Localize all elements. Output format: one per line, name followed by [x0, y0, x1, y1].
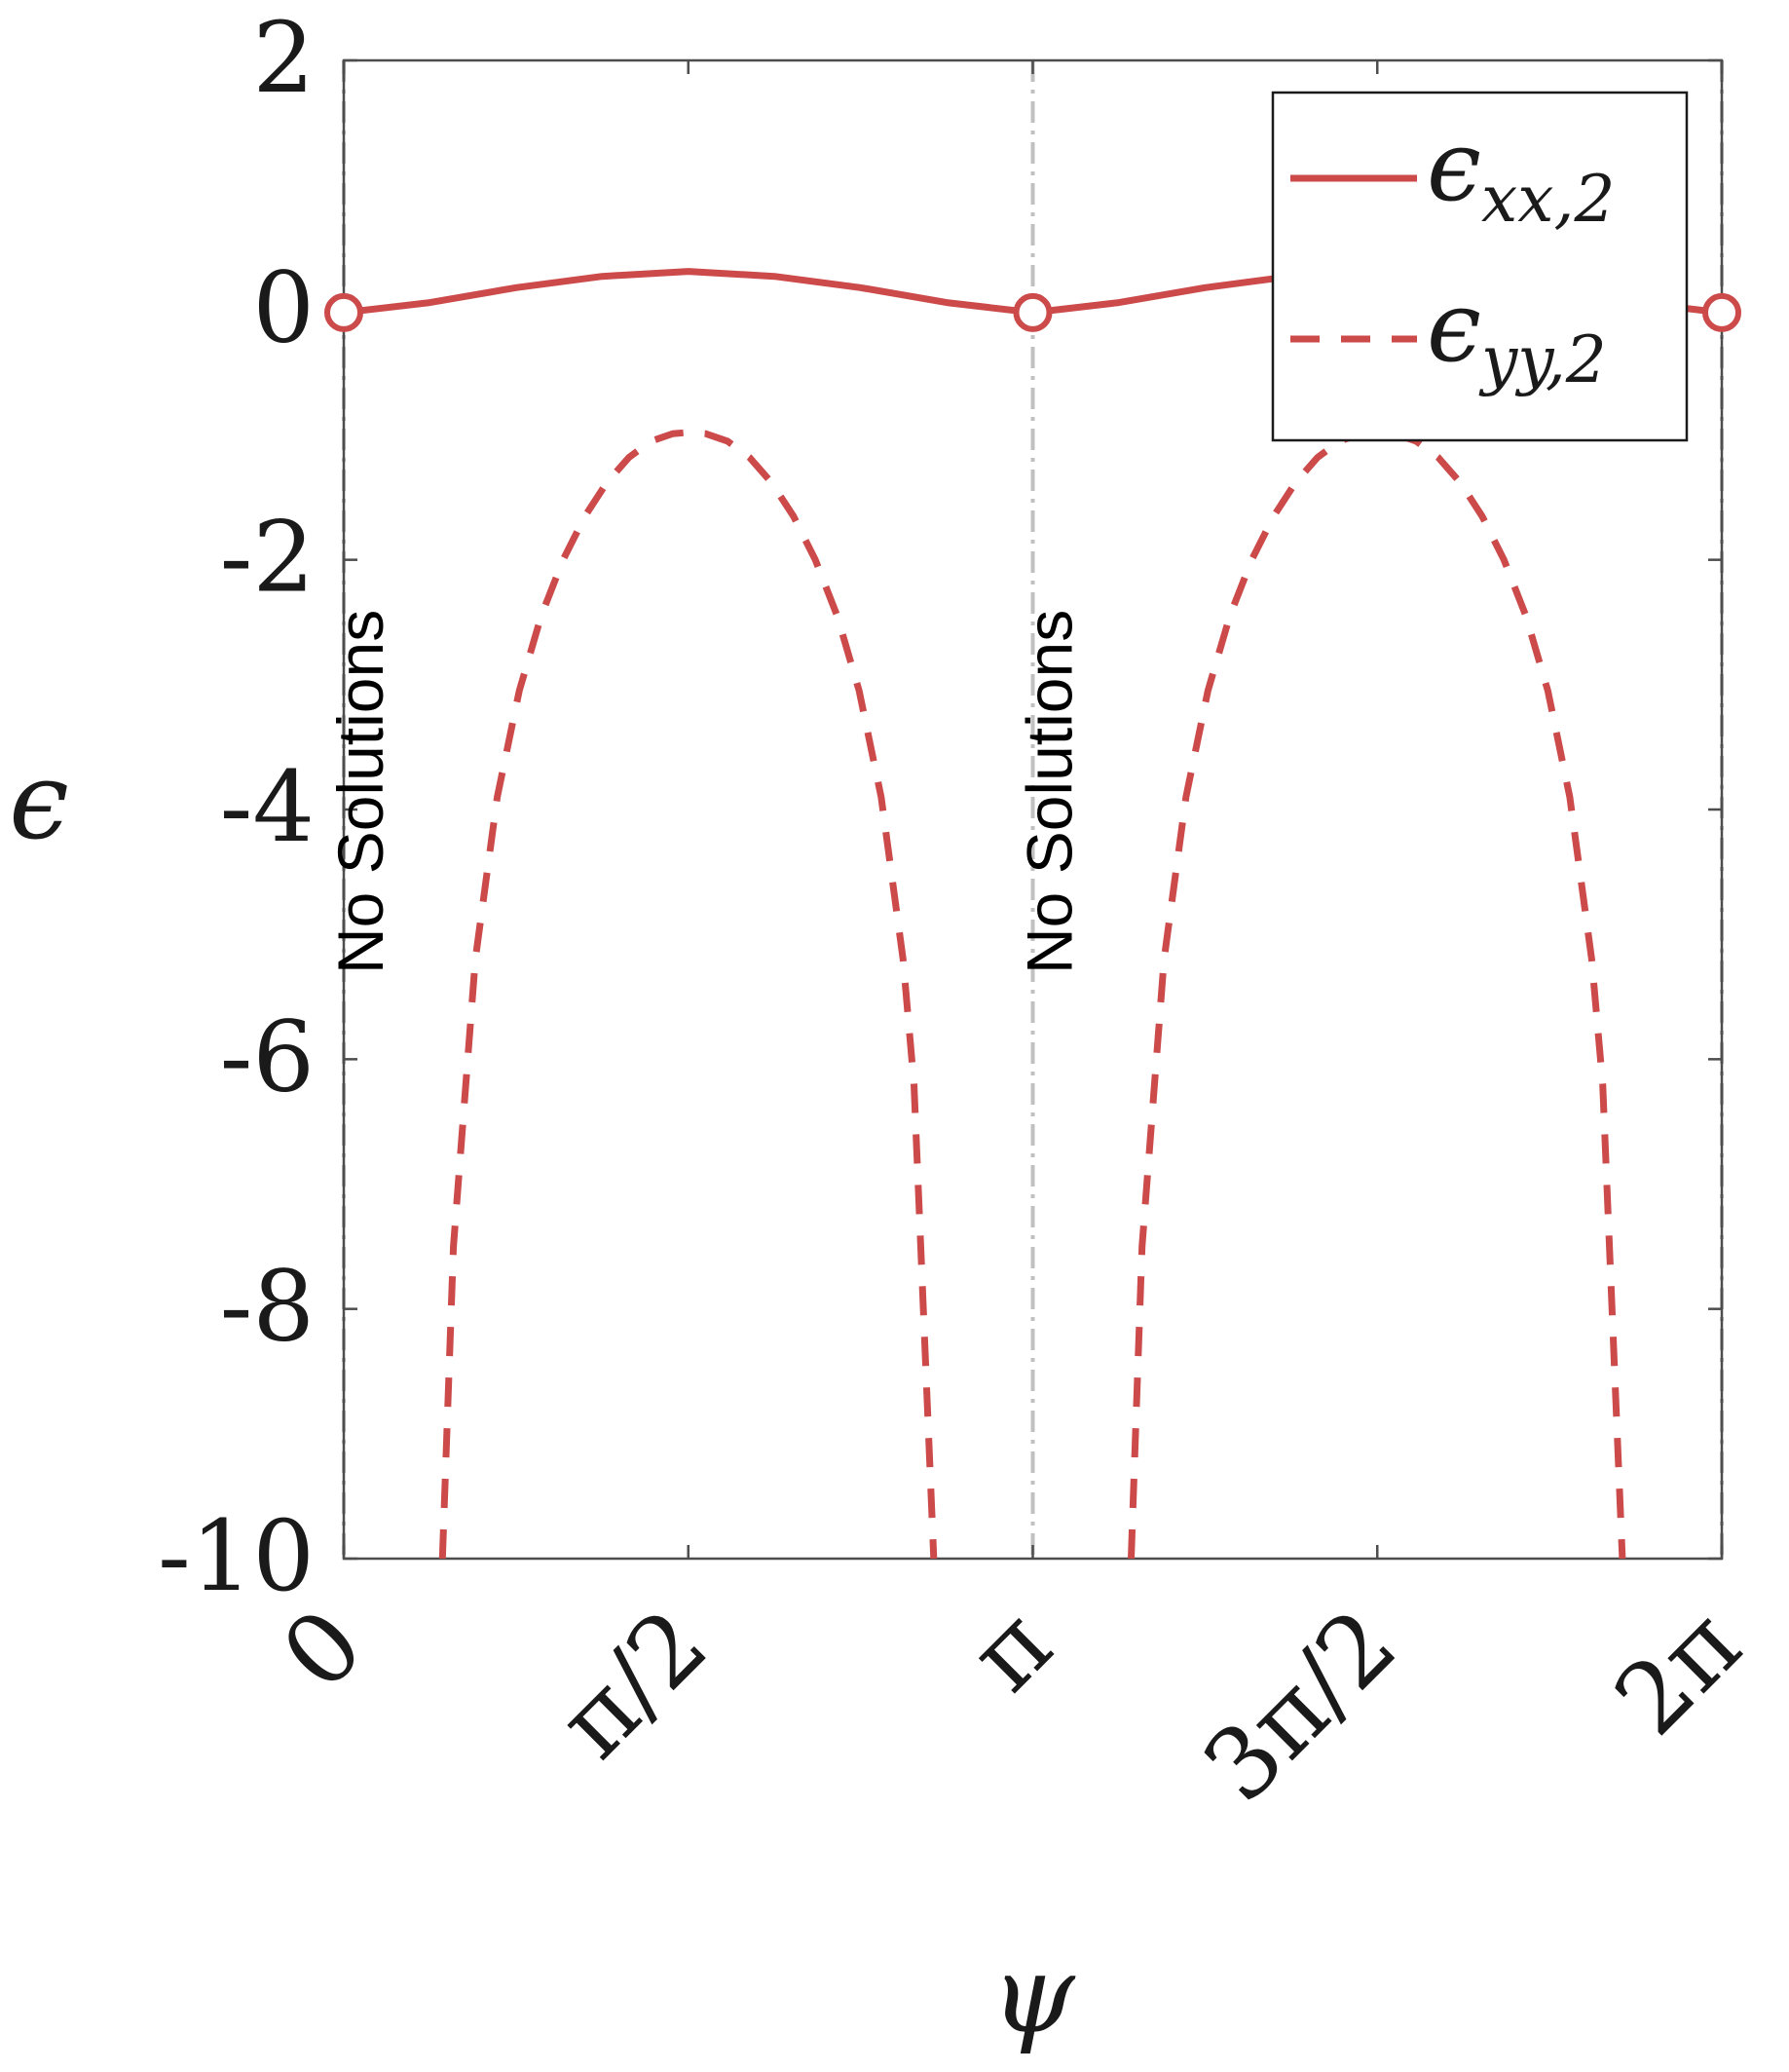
series-line-eyy — [1128, 429, 1626, 1560]
legend-label: ϵxx,2 — [1427, 109, 1615, 237]
marker-group — [324, 292, 1741, 332]
y-tick-label: -8 — [220, 1250, 315, 1364]
tick-labels: 20-2-4-6-8-100 π/2 π 3π/2 2π — [158, 1, 1763, 1824]
annotation-no-solutions: No Solutions — [324, 610, 396, 974]
legend-label-main: ϵ — [1427, 109, 1481, 223]
series-line-eyy — [438, 429, 938, 1560]
y-axis-label: ϵ — [9, 738, 69, 863]
legend-label-sub: xx,2 — [1481, 162, 1615, 237]
y-tick-label: -2 — [220, 501, 315, 615]
annotations: No Solutions No Solutions — [324, 610, 1086, 974]
legend-label-main: ϵ — [1427, 270, 1481, 384]
legend-box — [1271, 91, 1689, 442]
marker-circle — [1013, 292, 1053, 332]
y-tick-label: 2 — [252, 1, 315, 115]
x-axis-label: ψ — [990, 1932, 1076, 2056]
y-tick-label: -10 — [158, 1499, 315, 1613]
y-tick-label: -6 — [220, 999, 315, 1113]
legend-label-sub: yy,2 — [1478, 322, 1607, 397]
annotation-no-solutions: No Solutions — [1014, 610, 1086, 974]
y-tick-label: -4 — [220, 750, 315, 864]
y-tick-label: 0 — [252, 250, 315, 364]
axis-labels: ψ ϵ — [9, 738, 1076, 2056]
legend-label: ϵyy,2 — [1427, 270, 1607, 397]
marker-circle — [1702, 292, 1741, 332]
marker-circle — [324, 292, 363, 332]
